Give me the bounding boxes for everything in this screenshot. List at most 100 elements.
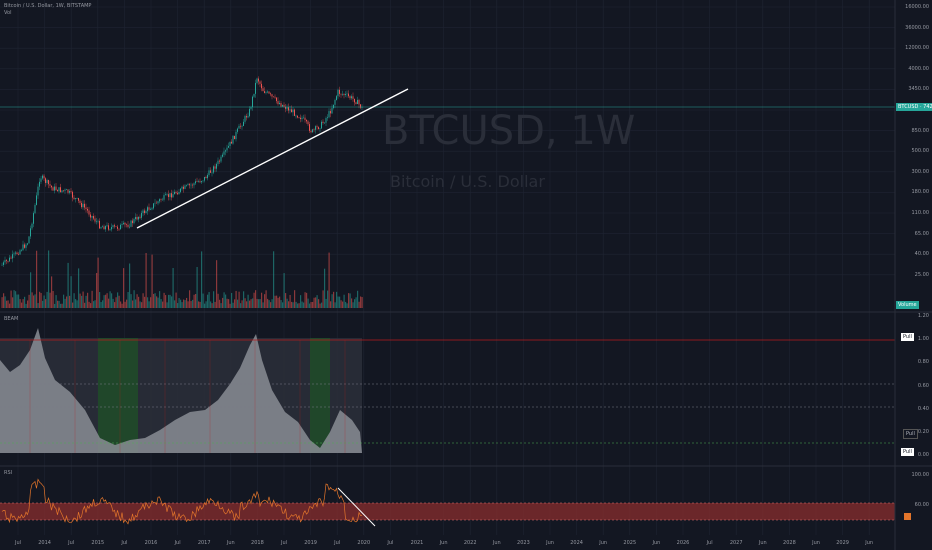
candle-body (24, 244, 25, 248)
price-tick-label: 4000.00 (908, 65, 929, 72)
candle-body (79, 200, 81, 203)
volume-bar (180, 299, 182, 308)
volume-bar (187, 301, 189, 308)
candle-body (289, 109, 291, 111)
volume-bar (9, 303, 11, 308)
candle-body (313, 129, 315, 130)
candle-body (223, 151, 225, 155)
candle-body (133, 219, 135, 224)
candle-body (349, 96, 351, 99)
volume-bar (162, 301, 164, 308)
volume-bar (184, 300, 186, 308)
time-tick-label: Jul (68, 540, 75, 546)
candle-body (72, 191, 73, 198)
volume-bar (99, 292, 101, 308)
candle-body (39, 181, 40, 187)
candle-body (70, 191, 72, 192)
volume-bar (147, 297, 149, 308)
candle-body (3, 262, 4, 265)
volume-bar (328, 252, 330, 308)
volume-bar (201, 251, 203, 308)
volume-bar (322, 290, 324, 308)
volume-bar (6, 300, 8, 308)
beam-indicator (0, 328, 895, 453)
beam-tick-label: 0.00 (917, 452, 929, 459)
candle-body (250, 107, 252, 109)
volume-bar (255, 290, 257, 308)
watermark-symbol: BTCUSD, 1W (382, 108, 636, 154)
volume-bar (141, 302, 143, 308)
candle-body (90, 214, 91, 218)
candle-body (148, 207, 150, 210)
volume-bar (154, 293, 156, 308)
volume-bar (276, 295, 278, 308)
candle-body (295, 115, 297, 117)
candle-body (282, 104, 283, 107)
candle-body (192, 184, 193, 186)
time-tick-label: 2023 (517, 540, 530, 546)
rsi-band (0, 503, 895, 520)
candle-body (67, 189, 69, 193)
candle-body (226, 147, 228, 151)
candle-body (198, 181, 199, 182)
volume-bar (174, 300, 176, 308)
volume-bar (234, 299, 236, 308)
volume-bar (315, 297, 317, 308)
candle-body (6, 260, 7, 262)
time-tick-label: 2015 (91, 540, 105, 546)
candle-body (247, 116, 249, 118)
candle-body (331, 108, 333, 114)
candle-body (27, 243, 28, 245)
candle-body (186, 185, 187, 186)
candle-body (211, 172, 213, 174)
volume-bar (153, 293, 155, 308)
candle-body (234, 135, 235, 140)
volume-bar (118, 295, 120, 308)
beam-pane-label[interactable]: BEAM (4, 316, 19, 322)
volume-bar (303, 302, 305, 308)
candle-body (127, 224, 129, 227)
volume-bar (339, 296, 341, 308)
candle-body (240, 125, 241, 127)
volume-bar (226, 298, 228, 308)
candle-body (142, 210, 144, 213)
volume-bar (250, 299, 252, 308)
candle-body (214, 166, 216, 169)
volume-bar (24, 296, 26, 308)
volume-bar (109, 291, 111, 308)
symbol-title[interactable]: Bitcoin / U.S. Dollar, 1W, BITSTAMP (4, 3, 92, 9)
volume-bar (295, 301, 297, 308)
candle-body (94, 218, 96, 222)
rsi-pane-label[interactable]: RSI (4, 470, 13, 476)
candle-body (238, 125, 240, 129)
candle-body (153, 203, 154, 209)
candle-body (301, 117, 303, 120)
time-tick-label: 2024 (570, 540, 583, 546)
volume-bar (114, 302, 116, 308)
volume-bar (340, 300, 342, 308)
volume-bar (346, 303, 348, 308)
candle-body (283, 104, 285, 107)
volume-legend[interactable]: Vol (4, 10, 12, 16)
candle-body (88, 210, 90, 215)
volume-bar (25, 303, 27, 308)
candle-body (82, 203, 84, 208)
candle-body (141, 212, 142, 218)
volume-bar (10, 290, 12, 308)
candle-body (144, 210, 145, 214)
candle-body (337, 89, 339, 97)
candle-body (199, 181, 201, 183)
candle-body (235, 131, 237, 140)
candle-body (294, 109, 295, 116)
volume-bar (252, 298, 254, 308)
volume-bar (55, 295, 57, 308)
candle-body (126, 224, 127, 226)
volume-bar (7, 300, 9, 308)
candle-body (180, 188, 181, 192)
candle-body (274, 96, 276, 98)
candle-body (217, 160, 219, 164)
candle-body (34, 204, 36, 214)
time-tick-label: Jun (546, 540, 554, 546)
candle-body (85, 207, 87, 209)
